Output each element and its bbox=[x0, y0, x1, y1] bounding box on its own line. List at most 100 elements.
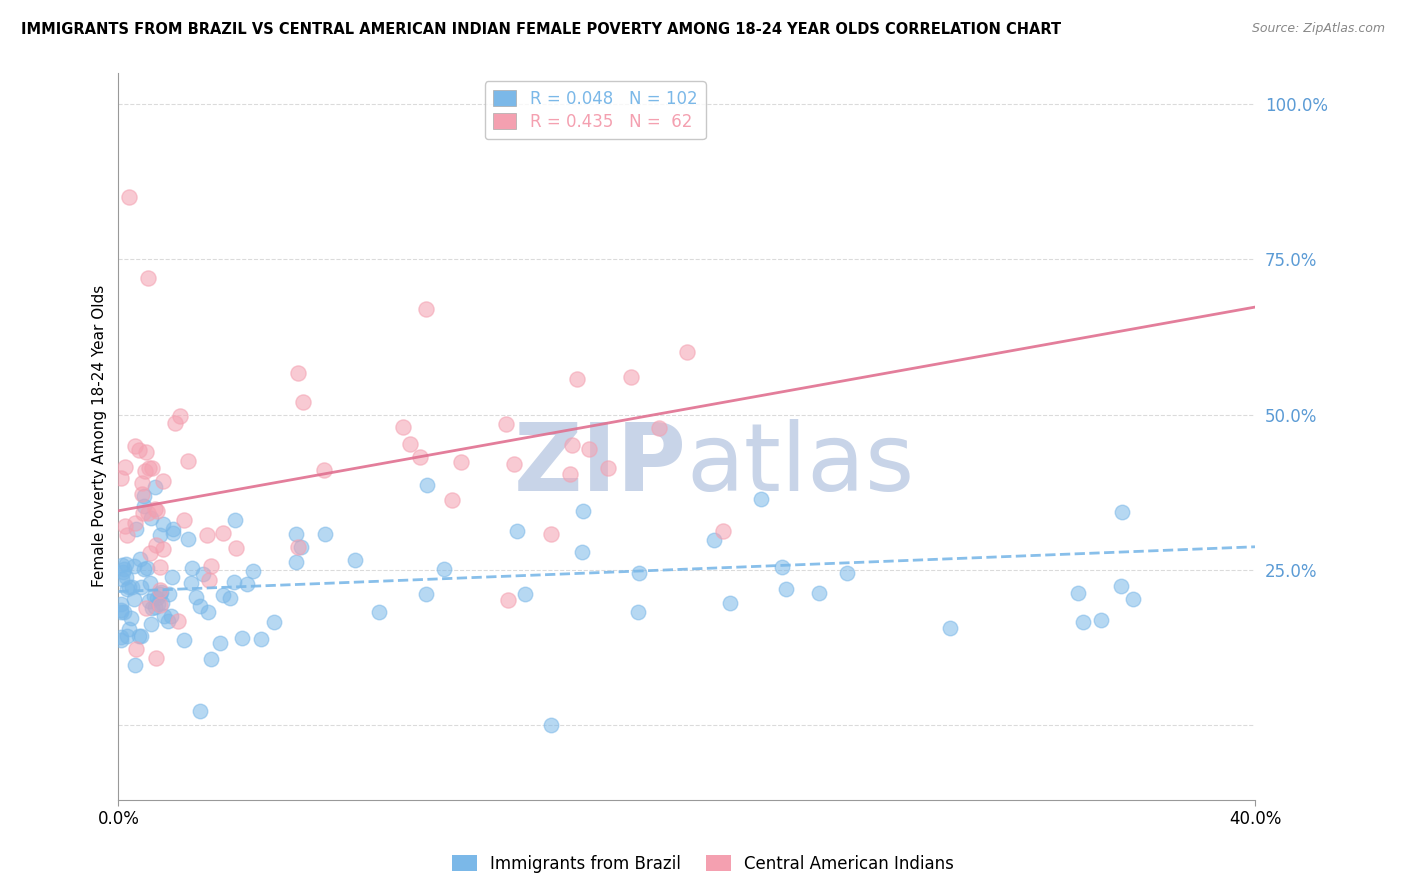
Point bbox=[149, 527, 172, 541]
Point bbox=[157, 587, 180, 601]
Point bbox=[208, 636, 231, 650]
Point bbox=[111, 572, 134, 586]
Point bbox=[711, 524, 734, 538]
Point bbox=[180, 560, 202, 574]
Legend: R = 0.048   N = 102, R = 0.435   N =  62: R = 0.048 N = 102, R = 0.435 N = 62 bbox=[485, 81, 706, 139]
Point bbox=[143, 599, 166, 614]
Point bbox=[152, 517, 174, 532]
Point bbox=[224, 513, 246, 527]
Point bbox=[596, 461, 619, 475]
Point bbox=[165, 416, 187, 430]
Point bbox=[571, 544, 593, 558]
Point bbox=[120, 611, 142, 625]
Point bbox=[211, 525, 233, 540]
Point bbox=[560, 467, 582, 481]
Point bbox=[177, 532, 200, 546]
Point bbox=[141, 616, 163, 631]
Point bbox=[506, 524, 529, 539]
Point bbox=[111, 558, 134, 572]
Point bbox=[162, 525, 184, 540]
Point bbox=[117, 528, 139, 542]
Point bbox=[344, 553, 367, 567]
Point bbox=[159, 609, 181, 624]
Point bbox=[835, 566, 858, 580]
Point bbox=[1067, 586, 1090, 600]
Point bbox=[572, 504, 595, 518]
Point bbox=[149, 582, 172, 597]
Point bbox=[287, 366, 309, 380]
Point bbox=[540, 526, 562, 541]
Point bbox=[114, 557, 136, 571]
Point bbox=[200, 651, 222, 665]
Point bbox=[149, 598, 172, 612]
Point bbox=[314, 527, 336, 541]
Point bbox=[775, 582, 797, 597]
Point bbox=[515, 587, 537, 601]
Point bbox=[117, 580, 139, 594]
Point bbox=[749, 492, 772, 507]
Point bbox=[135, 444, 157, 458]
Text: atlas: atlas bbox=[686, 419, 915, 511]
Point bbox=[110, 630, 132, 644]
Point bbox=[565, 371, 588, 385]
Point bbox=[180, 576, 202, 591]
Point bbox=[149, 559, 172, 574]
Point bbox=[145, 501, 167, 516]
Point bbox=[433, 561, 456, 575]
Point bbox=[188, 704, 211, 718]
Point bbox=[118, 190, 141, 204]
Point bbox=[166, 614, 188, 628]
Point bbox=[676, 345, 699, 359]
Point bbox=[173, 513, 195, 527]
Point bbox=[648, 421, 671, 435]
Point bbox=[368, 605, 391, 619]
Point bbox=[195, 528, 218, 542]
Point bbox=[131, 629, 153, 643]
Point bbox=[146, 597, 169, 611]
Point bbox=[115, 629, 138, 643]
Point bbox=[110, 471, 132, 485]
Point bbox=[145, 504, 167, 518]
Point bbox=[225, 541, 247, 555]
Point bbox=[190, 599, 212, 613]
Point bbox=[1071, 615, 1094, 629]
Point bbox=[136, 506, 159, 520]
Point bbox=[808, 586, 831, 600]
Point bbox=[197, 606, 219, 620]
Point bbox=[135, 561, 157, 575]
Point bbox=[142, 589, 165, 603]
Point bbox=[139, 510, 162, 524]
Point bbox=[111, 565, 134, 579]
Point bbox=[160, 570, 183, 584]
Point bbox=[392, 419, 415, 434]
Point bbox=[250, 632, 273, 646]
Point bbox=[141, 600, 163, 615]
Point bbox=[1090, 613, 1112, 627]
Point bbox=[627, 606, 650, 620]
Point bbox=[145, 651, 167, 665]
Point bbox=[162, 522, 184, 536]
Point bbox=[118, 622, 141, 636]
Point bbox=[124, 439, 146, 453]
Point bbox=[1109, 579, 1132, 593]
Point bbox=[231, 631, 253, 645]
Point bbox=[152, 542, 174, 557]
Point bbox=[121, 580, 143, 594]
Point bbox=[186, 590, 208, 604]
Point bbox=[620, 370, 643, 384]
Point bbox=[138, 594, 160, 608]
Point bbox=[290, 540, 312, 554]
Point bbox=[718, 596, 741, 610]
Point bbox=[136, 271, 159, 285]
Point bbox=[173, 633, 195, 648]
Point bbox=[191, 566, 214, 581]
Point bbox=[399, 437, 422, 451]
Point bbox=[125, 641, 148, 656]
Point bbox=[110, 597, 132, 611]
Point bbox=[578, 442, 600, 456]
Point bbox=[115, 582, 138, 596]
Point bbox=[496, 593, 519, 607]
Point bbox=[153, 609, 176, 624]
Point bbox=[114, 459, 136, 474]
Point bbox=[115, 569, 138, 583]
